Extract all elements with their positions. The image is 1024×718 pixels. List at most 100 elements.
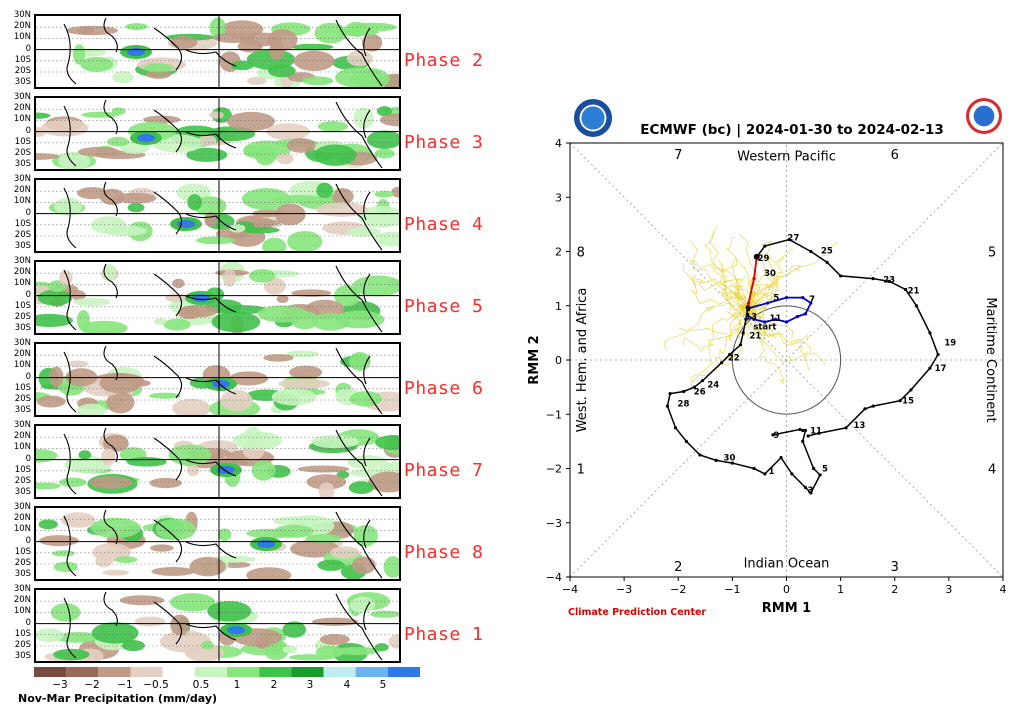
ensemble-member-line: [747, 308, 788, 385]
phase-map-panel: [34, 178, 401, 253]
colorbar-segment: [162, 667, 195, 677]
precip-blob: [143, 63, 173, 73]
observed-point: [790, 472, 794, 476]
precip-blob: [114, 192, 157, 204]
precip-blob: [145, 70, 172, 79]
precip-blob: [53, 197, 83, 216]
latitude-label: 20N: [13, 103, 31, 114]
precip-blob: [37, 289, 73, 306]
x-tick-label: 2: [891, 583, 898, 596]
latitude-label: 30N: [13, 502, 31, 512]
observed-point: [928, 366, 932, 370]
precip-map: [36, 262, 399, 333]
precip-blob: [36, 112, 51, 119]
observed-point: [871, 404, 875, 408]
precip-blob: [251, 460, 276, 481]
observed-point: [909, 388, 913, 392]
octant-number: 5: [988, 246, 996, 261]
precip-blob: [137, 134, 155, 142]
latitude-label: 30S: [14, 241, 31, 252]
colorbar-segment: [387, 667, 420, 677]
precip-blob: [111, 107, 126, 115]
precip-blob: [315, 645, 344, 658]
observed-point: [728, 352, 732, 357]
day-label: 15: [902, 397, 914, 407]
y-tick-label: −2: [546, 463, 562, 476]
latitude-label: 30S: [14, 487, 31, 498]
precip-blob: [78, 450, 92, 460]
colorbar-tick: 4: [343, 679, 351, 691]
observed-point: [871, 277, 875, 281]
precip-blob: [347, 227, 381, 237]
day-label: 13: [745, 313, 757, 323]
precip-blob: [119, 595, 165, 606]
latitude-label: 20S: [14, 66, 31, 76]
x-tick-label: 0: [783, 583, 790, 596]
observed-point: [738, 343, 743, 347]
forecast-mean-point: [784, 320, 789, 324]
latitude-label: 10N: [13, 196, 31, 207]
x-tick-label: −2: [670, 583, 686, 596]
precip-blob: [318, 482, 335, 497]
observed-point: [811, 466, 816, 471]
precip-blob: [350, 68, 390, 87]
latitude-label: 10N: [13, 278, 31, 289]
coastline: [63, 17, 383, 87]
precip-blob: [334, 310, 385, 329]
precip-blob: [317, 121, 349, 132]
y-tick-label: −1: [546, 408, 562, 421]
ensemble-member-line: [747, 240, 776, 309]
x-axis-label: RMM 1: [762, 601, 811, 616]
x-tick-label: −1: [724, 583, 740, 596]
observed-point: [806, 434, 810, 438]
phase-label: Phase 7: [404, 460, 484, 481]
precip-blob: [330, 546, 360, 559]
ensemble-member-line: [682, 308, 748, 353]
precip-blob: [155, 518, 196, 541]
ensemble-member-line: [725, 302, 748, 320]
y-tick-label: 0: [555, 354, 562, 367]
precip-blob: [374, 190, 394, 198]
precip-blob: [170, 36, 198, 49]
precip-blob: [50, 603, 81, 622]
precip-blob: [186, 147, 228, 162]
region-label-maritime-continent: Maritime Continent: [983, 297, 998, 422]
precip-blob: [163, 318, 191, 331]
precip-blob: [232, 431, 282, 450]
precip-blob: [99, 373, 142, 394]
observed-point: [798, 427, 802, 432]
precip-blob: [36, 313, 73, 327]
colorbar-segment: [259, 667, 292, 677]
precip-blob: [301, 76, 334, 86]
day-label: 28: [678, 399, 690, 409]
precip-blob: [358, 205, 399, 228]
observed-point: [817, 431, 821, 435]
noaa-logo: [574, 99, 612, 137]
latitude-label: 10S: [14, 136, 31, 147]
precip-blob: [275, 203, 306, 226]
latitude-label: 0: [25, 535, 31, 546]
precip-blob: [204, 212, 217, 227]
colorbar-tick: −0.5: [143, 679, 169, 691]
precip-blob: [114, 556, 138, 563]
x-tick-label: −3: [616, 583, 632, 596]
precip-blob: [176, 183, 212, 202]
precip-blob: [289, 365, 323, 379]
day-label: 23: [883, 276, 895, 286]
region-label-west-hem-africa: West. Hem. and Africa: [575, 288, 590, 433]
phase-map-panel: [34, 14, 401, 89]
latitude-label: 20N: [13, 431, 31, 442]
observed-point: [787, 237, 791, 242]
precip-blob: [102, 434, 129, 452]
colorbar-tick: 3: [306, 679, 314, 691]
phase-map-panel: [34, 588, 401, 663]
precip-blob: [58, 151, 91, 169]
latitude-label: 0: [25, 453, 31, 464]
latitude-label: 10S: [14, 546, 31, 557]
chart-title: ECMWF (bc) | 2024-01-30 to 2024-02-13: [640, 122, 944, 138]
colorbar-segment: [98, 667, 131, 677]
precip-blob: [89, 476, 133, 489]
latitude-label: 20S: [14, 148, 31, 158]
precip-blob: [53, 648, 90, 661]
ensemble-member-line: [691, 274, 750, 309]
